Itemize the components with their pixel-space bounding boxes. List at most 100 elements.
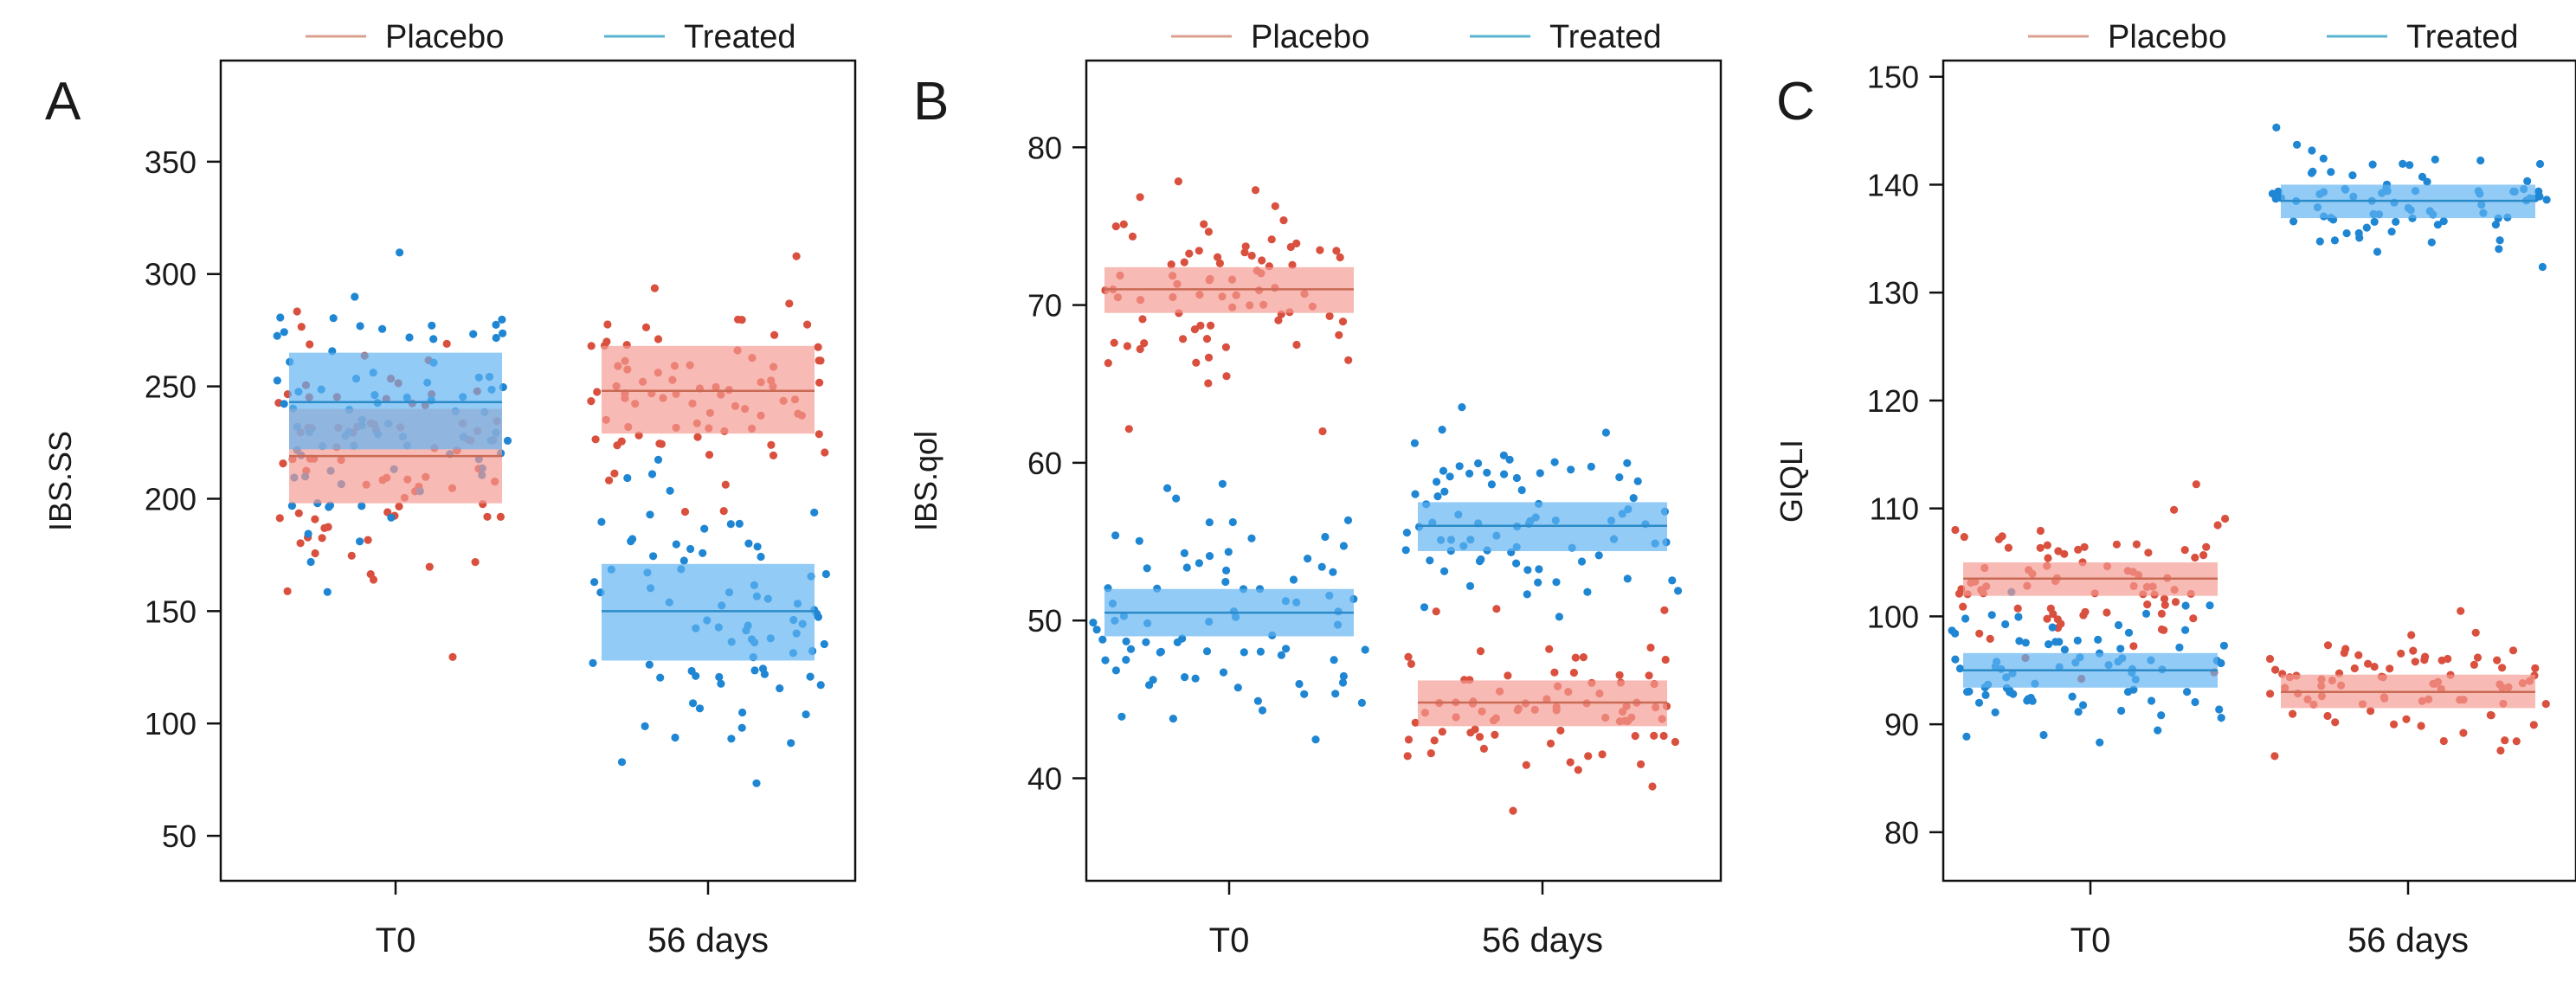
data-point-treated xyxy=(1339,542,1348,550)
data-point-treated xyxy=(1098,635,1107,644)
legend-label-placebo: Placebo xyxy=(2108,19,2226,55)
data-point-placebo xyxy=(1222,372,1231,381)
data-point-treated xyxy=(2373,247,2382,256)
data-point-treated xyxy=(1222,566,1231,575)
data-point-treated xyxy=(1111,531,1120,540)
data-point-placebo xyxy=(1426,749,1435,758)
data-point-treated xyxy=(1218,479,1227,488)
data-point-placebo xyxy=(395,502,403,511)
data-point-placebo xyxy=(1124,425,1133,433)
data-point-placebo xyxy=(2420,656,2429,664)
y-tick-label: 300 xyxy=(145,257,196,292)
data-point-treated xyxy=(1535,565,1543,574)
data-point-placebo xyxy=(2471,628,2480,637)
data-point-placebo xyxy=(2354,651,2363,659)
data-point-placebo xyxy=(1325,311,1334,320)
data-point-treated xyxy=(1339,671,1348,681)
data-point-placebo xyxy=(1659,731,1668,741)
data-point-placebo xyxy=(1671,737,1679,747)
data-point-treated xyxy=(816,681,825,690)
data-point-treated xyxy=(699,549,707,557)
data-point-treated xyxy=(2215,705,2224,714)
data-point-placebo xyxy=(1615,671,1624,679)
data-point-treated xyxy=(2392,217,2400,226)
data-point-treated xyxy=(387,513,396,522)
data-point-placebo xyxy=(1214,253,1222,261)
data-point-placebo xyxy=(2157,609,2166,619)
data-point-placebo xyxy=(2493,656,2502,664)
data-point-treated xyxy=(1951,629,1960,638)
data-point-placebo xyxy=(279,459,287,468)
data-point-treated xyxy=(752,779,761,787)
data-point-placebo xyxy=(369,575,378,584)
data-point-placebo xyxy=(1545,645,1554,653)
data-point-treated xyxy=(280,400,288,408)
data-point-placebo xyxy=(1344,356,1353,364)
data-point-treated xyxy=(2427,238,2436,247)
data-point-treated xyxy=(1536,469,1544,478)
data-point-placebo xyxy=(2013,604,2022,613)
data-point-treated xyxy=(2217,714,2225,722)
data-point-placebo xyxy=(2390,720,2399,728)
data-point-treated xyxy=(1221,577,1230,587)
data-point-treated xyxy=(1258,706,1267,715)
data-point-placebo xyxy=(1195,247,1203,255)
data-point-treated xyxy=(351,292,359,301)
data-point-placebo xyxy=(1119,220,1128,228)
data-point-placebo xyxy=(1179,335,1188,343)
data-point-placebo xyxy=(1430,736,1439,745)
data-point-placebo xyxy=(1271,202,1279,210)
data-point-treated xyxy=(757,552,765,562)
y-axis-label: IBS.SS xyxy=(42,431,78,531)
data-point-placebo xyxy=(803,320,812,329)
data-point-treated xyxy=(1981,690,1990,700)
ci-band-treated xyxy=(289,352,502,450)
data-point-treated xyxy=(2021,639,2030,647)
data-point-placebo xyxy=(1522,761,1530,769)
data-point-placebo xyxy=(680,507,690,517)
x-tick-label: 56 days xyxy=(2347,921,2469,960)
data-point-placebo xyxy=(2191,553,2199,562)
data-point-placebo xyxy=(1335,331,1343,339)
data-point-treated xyxy=(1277,651,1285,659)
data-point-placebo xyxy=(2541,700,2550,709)
y-tick-label: 50 xyxy=(162,818,196,854)
data-point-treated xyxy=(2538,262,2547,272)
data-point-treated xyxy=(1512,559,1521,568)
data-point-placebo xyxy=(2103,608,2111,617)
data-point-treated xyxy=(1317,562,1326,571)
data-point-treated xyxy=(2117,706,2126,716)
data-point-placebo xyxy=(734,315,743,324)
data-point-placebo xyxy=(2199,551,2208,560)
data-point-treated xyxy=(1962,732,1971,741)
data-point-treated xyxy=(1329,568,1337,576)
data-point-treated xyxy=(1426,556,1434,565)
data-point-treated xyxy=(1282,645,1291,653)
data-point-treated xyxy=(2181,601,2190,610)
data-point-placebo xyxy=(1960,533,1968,542)
data-point-placebo xyxy=(2323,641,2333,650)
y-axis-label: GIQLI xyxy=(1774,440,1809,523)
data-point-treated xyxy=(503,436,512,445)
data-point-placebo xyxy=(1584,752,1593,761)
data-point-placebo xyxy=(297,323,306,331)
data-point-treated xyxy=(715,672,724,682)
data-point-treated xyxy=(2476,156,2485,165)
data-point-treated xyxy=(1550,458,1559,466)
data-point-placebo xyxy=(2043,541,2051,549)
data-point-treated xyxy=(2496,236,2504,245)
data-point-treated xyxy=(1156,648,1164,657)
data-point-treated xyxy=(2491,221,2500,229)
data-point-treated xyxy=(1440,567,1449,575)
data-point-treated xyxy=(2342,229,2351,238)
data-point-placebo xyxy=(1569,668,1578,677)
data-point-treated xyxy=(750,666,759,675)
data-point-placebo xyxy=(657,440,667,448)
data-point-placebo xyxy=(2112,540,2121,549)
data-point-treated xyxy=(1963,688,1972,696)
y-tick-label: 80 xyxy=(1027,130,1062,165)
y-tick-label: 100 xyxy=(145,706,196,741)
data-point-treated xyxy=(1455,462,1464,471)
data-point-placebo xyxy=(1279,216,1288,225)
data-point-placebo xyxy=(2397,649,2405,658)
